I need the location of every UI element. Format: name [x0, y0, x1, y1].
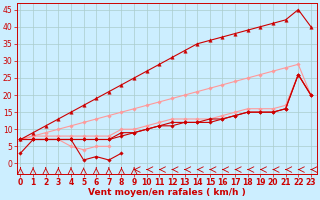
X-axis label: Vent moyen/en rafales ( km/h ): Vent moyen/en rafales ( km/h )	[88, 188, 246, 197]
